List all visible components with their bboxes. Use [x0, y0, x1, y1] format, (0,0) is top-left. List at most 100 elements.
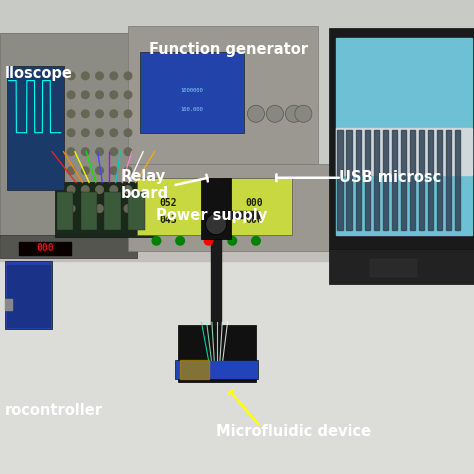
Bar [7, 66, 64, 190]
Bar [337, 130, 343, 230]
Circle shape [67, 205, 75, 212]
Circle shape [67, 148, 75, 155]
Bar [383, 130, 388, 230]
Text: 1000000: 1000000 [181, 88, 203, 92]
Circle shape [247, 105, 264, 122]
Circle shape [152, 237, 161, 245]
Bar [5, 299, 12, 310]
Bar [201, 178, 231, 239]
Circle shape [204, 237, 213, 245]
Circle shape [82, 167, 89, 174]
Bar [365, 130, 370, 230]
Circle shape [82, 72, 89, 80]
Circle shape [67, 72, 75, 80]
Bar [175, 360, 258, 379]
Circle shape [252, 237, 260, 245]
Circle shape [110, 110, 118, 118]
Bar [5, 261, 52, 329]
Text: rocontroller: rocontroller [5, 402, 103, 418]
Bar [57, 192, 73, 230]
Circle shape [96, 205, 103, 212]
Circle shape [176, 237, 184, 245]
Bar [374, 130, 379, 230]
Circle shape [82, 205, 89, 212]
Bar [7, 265, 50, 327]
Text: lloscope: lloscope [5, 66, 73, 81]
Bar [231, 211, 259, 218]
Circle shape [96, 167, 103, 174]
Circle shape [228, 237, 237, 245]
Circle shape [110, 148, 118, 155]
Bar [455, 130, 460, 230]
Bar [356, 130, 361, 230]
Bar [128, 192, 145, 230]
Circle shape [96, 110, 103, 118]
Bar [137, 178, 211, 235]
Bar [392, 130, 397, 230]
Bar [336, 38, 472, 235]
Bar [336, 128, 472, 175]
Circle shape [295, 105, 312, 122]
Circle shape [124, 72, 132, 80]
Text: 000: 000 [246, 215, 264, 226]
Bar [104, 192, 121, 230]
Bar [0, 33, 137, 237]
Bar [81, 192, 97, 230]
Circle shape [96, 72, 103, 80]
Bar [0, 251, 474, 474]
Text: 100.000: 100.000 [181, 107, 203, 111]
Circle shape [67, 110, 75, 118]
Circle shape [67, 129, 75, 137]
Circle shape [110, 91, 118, 99]
Text: 000: 000 [246, 198, 264, 208]
Circle shape [110, 205, 118, 212]
Circle shape [266, 105, 283, 122]
Circle shape [96, 148, 103, 155]
Circle shape [67, 186, 75, 193]
Bar [180, 360, 209, 379]
Circle shape [124, 110, 132, 118]
Circle shape [110, 186, 118, 193]
Circle shape [110, 129, 118, 137]
Bar [128, 164, 332, 251]
Bar [419, 130, 424, 230]
Text: Microfluidic device: Microfluidic device [216, 424, 371, 439]
Bar [329, 28, 474, 249]
Circle shape [82, 91, 89, 99]
Circle shape [124, 129, 132, 137]
Bar [178, 325, 256, 382]
Bar [370, 259, 417, 277]
Circle shape [285, 105, 302, 122]
Circle shape [110, 167, 118, 174]
Circle shape [124, 148, 132, 155]
Bar [401, 130, 406, 230]
Text: 043: 043 [159, 215, 177, 226]
Circle shape [82, 186, 89, 193]
Circle shape [82, 110, 89, 118]
Bar [128, 26, 318, 164]
Text: Power supply: Power supply [156, 208, 268, 223]
Circle shape [82, 129, 89, 137]
Bar [218, 178, 292, 235]
Bar [55, 182, 156, 237]
Circle shape [206, 214, 227, 235]
Text: USB microsc: USB microsc [339, 170, 441, 185]
Text: Function generator: Function generator [149, 42, 308, 57]
Bar [437, 130, 442, 230]
Circle shape [110, 72, 118, 80]
Circle shape [67, 91, 75, 99]
Bar [19, 242, 71, 255]
Circle shape [96, 91, 103, 99]
Circle shape [96, 129, 103, 137]
Bar [211, 223, 221, 325]
Circle shape [124, 91, 132, 99]
Bar [346, 130, 352, 230]
Bar [0, 0, 474, 251]
Bar [140, 52, 244, 133]
Text: Relay
board: Relay board [121, 169, 169, 201]
Text: 052: 052 [159, 198, 177, 208]
Bar [0, 249, 474, 261]
Bar [410, 130, 415, 230]
Circle shape [124, 167, 132, 174]
Circle shape [96, 186, 103, 193]
